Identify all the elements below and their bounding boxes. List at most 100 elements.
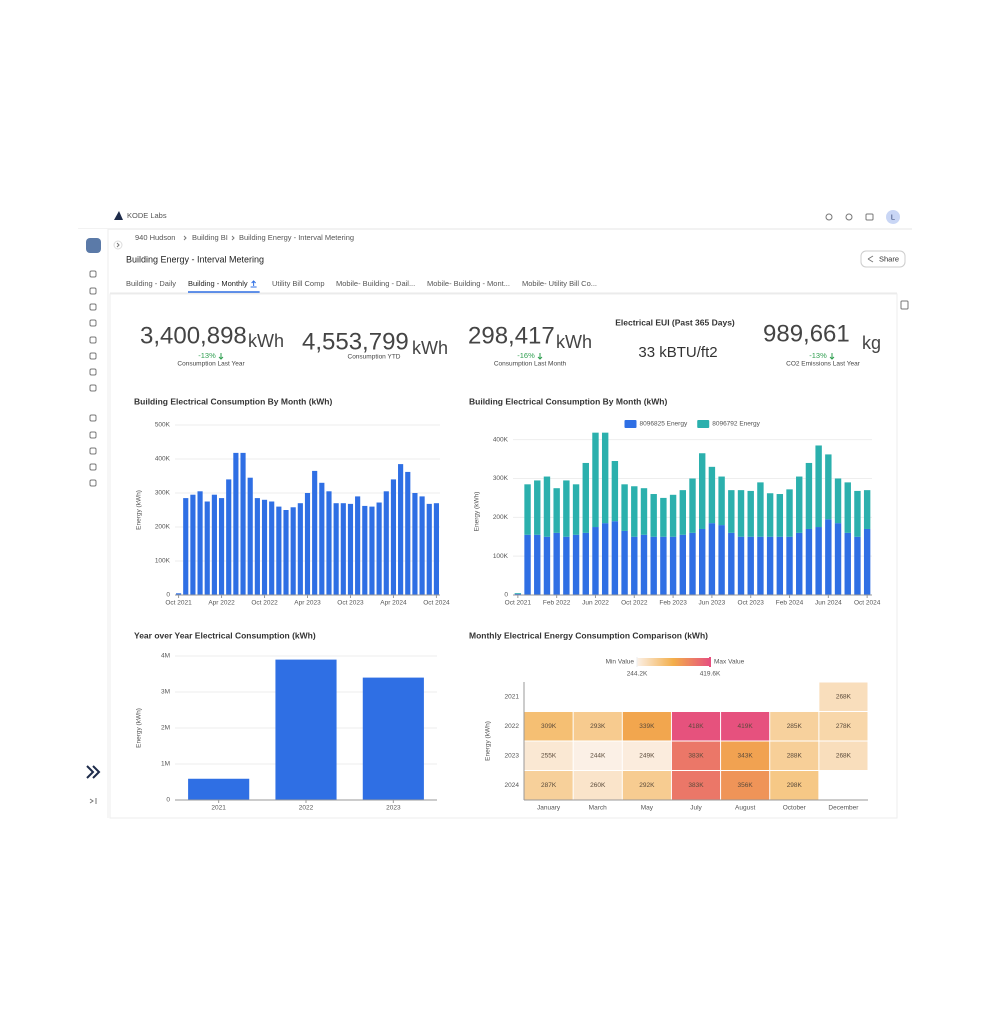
bar — [514, 593, 522, 595]
nav-icon[interactable] — [89, 336, 97, 344]
bar — [543, 536, 551, 595]
bar — [376, 502, 382, 595]
bar — [786, 536, 793, 595]
bar — [340, 503, 346, 595]
x-tick-label: 2022 — [299, 805, 314, 812]
cell-label: 293K — [590, 723, 606, 730]
avatar[interactable] — [886, 210, 900, 224]
site-image[interactable] — [86, 238, 101, 253]
notification-icon[interactable] — [845, 213, 853, 221]
heat-cell — [671, 712, 721, 741]
tab[interactable]: Utility Bill Comp — [272, 279, 325, 288]
nav-icon[interactable] — [89, 414, 97, 422]
bar — [514, 593, 522, 594]
bar — [669, 536, 677, 595]
cell-label: 298K — [787, 782, 803, 789]
nav-icon[interactable] — [89, 319, 97, 327]
bar — [631, 536, 638, 595]
expand-button[interactable] — [113, 240, 123, 250]
heat-cell — [622, 741, 671, 770]
nav-icon[interactable] — [89, 431, 97, 439]
nav-icon[interactable] — [89, 270, 97, 278]
bar — [640, 534, 648, 595]
bar — [660, 497, 667, 537]
heat-cell — [721, 771, 770, 800]
tab[interactable]: Mobile- Building - Dail... — [336, 279, 415, 288]
sidebar-icons — [89, 270, 97, 487]
down-arrow — [829, 353, 835, 360]
share-button[interactable] — [860, 250, 906, 268]
y-tick-label: 200K — [155, 524, 171, 531]
y-tick-label: 0 — [166, 797, 170, 804]
x-tick-label: Oct 2024 — [423, 600, 450, 607]
heat-cell — [819, 712, 868, 741]
x-tick-label: January — [537, 805, 561, 812]
heat-cell — [622, 712, 671, 741]
nav-icon[interactable] — [89, 463, 97, 471]
nav-icon[interactable] — [89, 447, 97, 455]
bar — [766, 493, 774, 537]
panel-icon[interactable] — [900, 300, 909, 310]
heat-cell — [671, 741, 721, 770]
bar — [226, 479, 232, 595]
legend-min-label: Min Value — [606, 659, 635, 666]
bar — [254, 498, 260, 595]
x-tick-label: 2023 — [386, 805, 401, 812]
breadcrumb-item: Building Energy - Interval Metering — [239, 233, 354, 242]
kpi-value: 3,400,898 — [140, 322, 247, 349]
kpi-change: -13% — [198, 351, 216, 360]
breadcrumb-item[interactable]: 940 Hudson — [135, 233, 175, 242]
nav-icon[interactable] — [89, 352, 97, 360]
nav-icon[interactable] — [89, 287, 97, 295]
kpi-value: 4,553,799 — [302, 328, 409, 355]
bar — [582, 462, 589, 533]
cell-label: 383K — [688, 782, 704, 789]
chart-title: Building Electrical Consumption By Month… — [469, 396, 667, 406]
heat-cell — [671, 771, 721, 800]
help-icon[interactable] — [865, 213, 874, 221]
bar — [572, 484, 580, 535]
bar — [747, 536, 754, 595]
x-tick-label: Oct 2023 — [738, 600, 765, 607]
tabs: Building - Daily Building - Monthly Utilit… — [126, 279, 597, 293]
bar — [233, 452, 239, 595]
heat-cell — [524, 712, 573, 741]
x-tick-label: July — [690, 805, 702, 812]
cell-label: 268K — [836, 752, 852, 759]
nav-icon[interactable] — [89, 479, 97, 487]
y-tick-label: 4M — [161, 653, 170, 660]
y-axis-label: Energy (kWh) — [136, 708, 143, 748]
bar — [834, 478, 842, 524]
cell-label: 356K — [738, 782, 754, 789]
y-tick-label: 300K — [493, 475, 509, 482]
bar — [757, 482, 764, 537]
tab[interactable]: Building - Monthly — [188, 279, 248, 288]
bar — [834, 523, 842, 595]
y-axis-label: Energy (kWh) — [474, 492, 481, 532]
bar — [679, 490, 686, 535]
bar — [419, 496, 425, 595]
bar — [190, 494, 196, 595]
bar — [766, 536, 774, 595]
nav-icon[interactable] — [89, 368, 97, 376]
nav-icon[interactable] — [89, 384, 97, 392]
tab[interactable]: Mobile- Building - Mont... — [427, 279, 510, 288]
search-icon[interactable] — [825, 213, 833, 221]
cell-label: 255K — [541, 752, 557, 759]
nav-icon[interactable] — [89, 303, 97, 311]
y-tick-label: 2M — [161, 725, 170, 732]
collapse-icon[interactable] — [89, 798, 97, 804]
tab[interactable]: Mobile- Utility Bill Co... — [522, 279, 597, 288]
cell-label: 287K — [541, 782, 557, 789]
x-tick-label: Feb 2024 — [776, 600, 804, 607]
x-tick-label: Jun 2022 — [582, 600, 609, 607]
kpi-unit: kWh — [412, 338, 448, 358]
bar — [390, 479, 397, 595]
heat-cell — [573, 741, 622, 770]
bar — [188, 778, 250, 800]
breadcrumb-item[interactable]: Building BI — [192, 233, 228, 242]
heat-cell — [573, 712, 622, 741]
bar — [261, 499, 268, 595]
bar — [383, 491, 389, 595]
tab[interactable]: Building - Daily — [126, 279, 176, 288]
